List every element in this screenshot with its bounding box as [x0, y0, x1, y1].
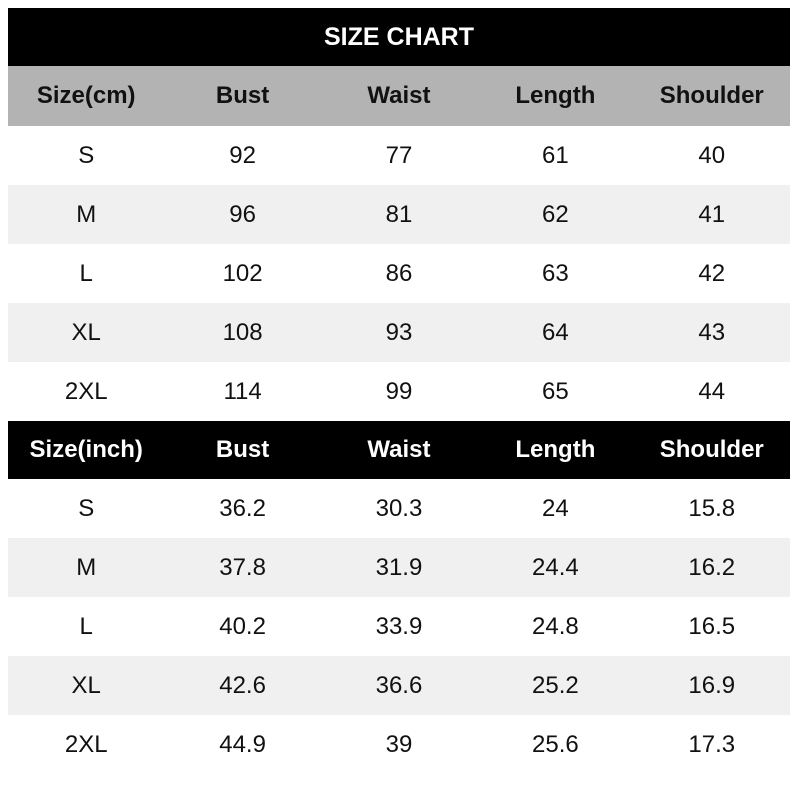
table-row: M 96 81 62 41	[8, 185, 790, 244]
table-cell: 39	[385, 730, 413, 758]
table-cell: 37.8	[219, 553, 266, 581]
table-cell: L	[79, 259, 93, 287]
header-cell: Size(inch)	[29, 436, 143, 463]
table-cell: 63	[542, 259, 569, 287]
table-cell: 25.6	[532, 730, 579, 758]
table-row: M 37.8 31.9 24.4 16.2	[8, 538, 790, 597]
table-cell: 44.9	[219, 730, 266, 758]
table-row: S 36.2 30.3 24 15.8	[8, 479, 790, 538]
table-cell: 64	[542, 318, 569, 346]
table-cell: 2XL	[64, 730, 108, 758]
table-row: 2XL 114 99 65 44	[8, 362, 790, 421]
table-cell: 33.9	[375, 612, 423, 640]
table-cell: 40	[698, 141, 726, 169]
table-cell: 61	[542, 141, 569, 169]
table-cell: 96	[229, 200, 256, 228]
table-cell: L	[79, 612, 93, 640]
table-cell: 86	[385, 259, 413, 287]
table-cell: 65	[542, 377, 569, 405]
table-cell: S	[78, 141, 95, 169]
header-cell: Bust	[215, 436, 270, 463]
header-row: Size(inch) Bust Waist Length Shoulder	[8, 421, 790, 479]
table-cell: 31.9	[375, 553, 423, 581]
header-row: Size(cm) Bust Waist Length Shoulder	[8, 66, 790, 126]
table-cell: 114	[223, 377, 262, 405]
table-cell: 44	[698, 377, 726, 405]
size-chart: SIZE CHART Size(cm) Bust Waist Length Should…	[8, 8, 790, 774]
header-cell: Waist	[367, 82, 431, 109]
header-cell: Bust	[215, 82, 270, 109]
table-row: L 40.2 33.9 24.8 16.5	[8, 597, 790, 656]
table-row: XL 42.6 36.6 25.2 16.9	[8, 656, 790, 715]
table-row: L 102 86 63 42	[8, 244, 790, 303]
table-cell: 93	[385, 318, 413, 346]
table-cell: 92	[229, 141, 256, 169]
table-cell: 40.2	[219, 612, 266, 640]
table-cell: 30.3	[375, 494, 423, 522]
header-cell: Length	[515, 82, 596, 109]
header-cell: Length	[515, 436, 596, 463]
table-cell: 15.8	[688, 494, 736, 522]
table-cell: 16.9	[688, 671, 736, 699]
table-cell: XL	[71, 318, 101, 346]
table-cell: 16.5	[688, 612, 736, 640]
table-cell: 25.2	[532, 671, 579, 699]
table-cell: 36.6	[375, 671, 423, 699]
table-cell: 24.8	[532, 612, 579, 640]
table-cell: 2XL	[64, 377, 108, 405]
table-row: S 92 77 61 40	[8, 126, 790, 185]
table-cell: 102	[222, 259, 263, 287]
table-cell: 17.3	[688, 730, 736, 758]
table-cell: 81	[385, 200, 413, 228]
table-cell: 16.2	[688, 553, 736, 581]
table-cell: XL	[71, 671, 101, 699]
header-cell: Shoulder	[659, 82, 764, 109]
title: SIZE CHART	[8, 8, 790, 66]
header-cell: Shoulder	[659, 436, 764, 463]
table-cell: 36.2	[219, 494, 266, 522]
table-cell: 43	[698, 318, 726, 346]
header-cell: Size(cm)	[36, 82, 136, 109]
table-cell: 99	[385, 377, 413, 405]
header-cell: Waist	[367, 436, 431, 463]
table-cell: 62	[542, 200, 569, 228]
table-row: 2XL 44.9 39 25.6 17.3	[8, 715, 790, 774]
table-cell: 41	[698, 200, 726, 228]
table-cell: M	[76, 553, 97, 581]
table-cell: 42.6	[219, 671, 266, 699]
table-cell: M	[76, 200, 97, 228]
table-cell: 77	[385, 141, 413, 169]
table-row: XL 108 93 64 43	[8, 303, 790, 362]
table-cell: 42	[698, 259, 726, 287]
table-cell: 24.4	[532, 553, 579, 581]
table-cell: 108	[222, 318, 263, 346]
table-cell: 24	[542, 494, 569, 522]
table-cell: S	[78, 494, 95, 522]
